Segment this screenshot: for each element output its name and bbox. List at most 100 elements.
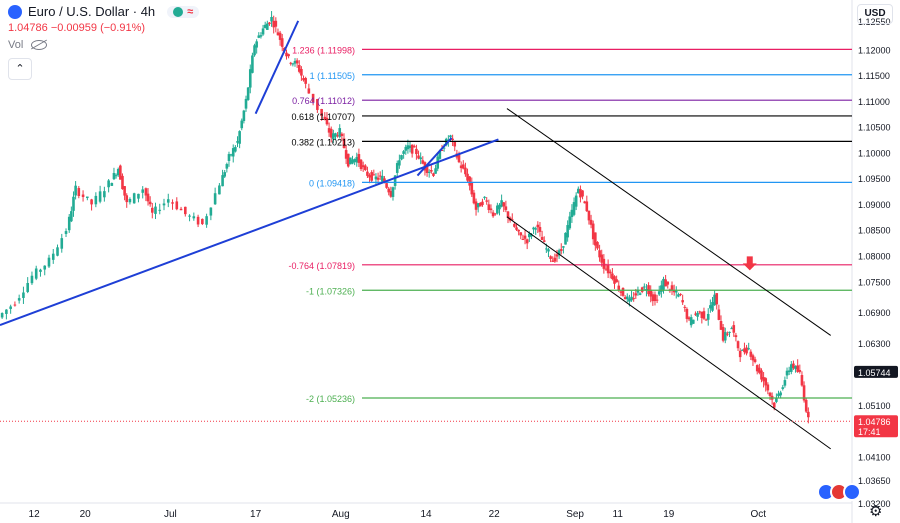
candle-body [60, 238, 63, 249]
candle-body [72, 197, 75, 211]
candle-body [52, 254, 55, 260]
candle-body [234, 147, 237, 151]
candle-body [370, 172, 373, 181]
candle-body [428, 172, 431, 173]
candle-body [767, 384, 770, 390]
time-tick-label: 19 [663, 509, 675, 520]
candle-body [188, 216, 191, 217]
candle-body [581, 190, 584, 196]
candle-body [505, 206, 508, 210]
candle-body [147, 194, 150, 202]
candle-body [95, 196, 98, 204]
candle-body [773, 403, 776, 408]
candle-body [292, 63, 295, 64]
candle-body [141, 189, 144, 192]
candle-body [402, 151, 405, 154]
bar-countdown: 17:41 [858, 427, 881, 437]
candle-body [70, 211, 73, 221]
candle-body [522, 239, 525, 240]
candle-body [255, 41, 258, 47]
time-tick-label: 12 [29, 509, 41, 520]
time-tick-label: 11 [613, 509, 624, 520]
fib-level-label: -1 (1.07326) [306, 286, 355, 296]
candle-body [639, 293, 642, 295]
candle-body [575, 196, 578, 207]
candle-body [210, 208, 213, 216]
candle-body [158, 210, 161, 211]
replay-wave-icon: ≈ [187, 7, 193, 17]
candle-body [643, 286, 646, 287]
us-flag-icon[interactable] [843, 483, 861, 501]
candle-body [86, 197, 89, 198]
price-tick-label: 1.12000 [858, 45, 891, 55]
candle-body [769, 393, 772, 396]
candle-body [385, 183, 388, 188]
candle-body [732, 325, 735, 333]
down-arrow-marker [743, 256, 757, 270]
candle-body [262, 28, 265, 34]
candle-body [341, 134, 344, 136]
candle-body [675, 291, 678, 293]
symbol-title: Euro / U.S. Dollar · 4h [28, 4, 155, 19]
candle-body [197, 217, 200, 225]
candle-body [537, 225, 540, 228]
candle-body [281, 38, 284, 47]
candle-body [707, 314, 710, 320]
candle-body [519, 232, 522, 235]
currency-button[interactable]: USD [857, 4, 893, 24]
candle-body [724, 332, 727, 340]
price-axis-label: 1.05744 [858, 368, 891, 378]
candle-body [31, 276, 34, 283]
economic-events[interactable] [822, 483, 861, 501]
candle-body [300, 69, 303, 76]
candle-body [470, 183, 473, 195]
candle-body [22, 292, 25, 297]
candle-body [775, 398, 778, 402]
symbol-header[interactable]: Euro / U.S. Dollar · 4h ≈ [8, 4, 199, 19]
candle-body [513, 224, 516, 227]
eye-hidden-icon[interactable] [31, 40, 47, 50]
candle-body [615, 279, 618, 282]
candle-body [171, 202, 174, 203]
candle-body [111, 183, 114, 186]
candle-body [541, 237, 544, 240]
status-pill[interactable]: ≈ [167, 6, 199, 18]
last-price: 1.04786 [8, 22, 48, 34]
volume-row[interactable]: Vol [8, 39, 47, 51]
candle-body [26, 283, 29, 292]
candle-body [90, 199, 93, 204]
candle-body [666, 282, 669, 285]
collapse-legend-button[interactable]: ⌃ [8, 58, 32, 80]
candle-body [502, 202, 505, 206]
candle-body [807, 412, 810, 417]
candle-body [586, 201, 589, 211]
price-change: −0.00959 (−0.91%) [51, 22, 145, 34]
candle-body [184, 207, 187, 214]
candle-body [453, 142, 456, 146]
price-tick-label: 1.03650 [858, 476, 891, 486]
price-axis-label: 1.04786 [858, 417, 891, 427]
price-tick-label: 1.06900 [858, 308, 891, 318]
candle-body [275, 21, 278, 27]
price-tick-label: 1.05100 [858, 401, 891, 411]
settings-gear-icon[interactable]: ⚙ [869, 502, 882, 520]
candle-body [517, 230, 520, 232]
price-tick-label: 1.10500 [858, 123, 891, 133]
candle-body [696, 313, 699, 317]
candle-body [377, 178, 380, 180]
volume-label: Vol [8, 39, 23, 51]
candle-body [483, 197, 486, 198]
candle-body [754, 359, 757, 362]
candle-body [360, 160, 363, 169]
candle-body [554, 258, 557, 262]
candle-body [287, 54, 290, 56]
candle-body [35, 269, 38, 279]
candle-body [515, 227, 518, 229]
candle-body [48, 258, 51, 267]
candle-body [485, 200, 488, 201]
fib-level-label: 0 (1.09418) [309, 178, 355, 188]
candle-body [737, 341, 740, 348]
price-tick-label: 1.08500 [858, 226, 891, 236]
candle-body [568, 216, 571, 228]
